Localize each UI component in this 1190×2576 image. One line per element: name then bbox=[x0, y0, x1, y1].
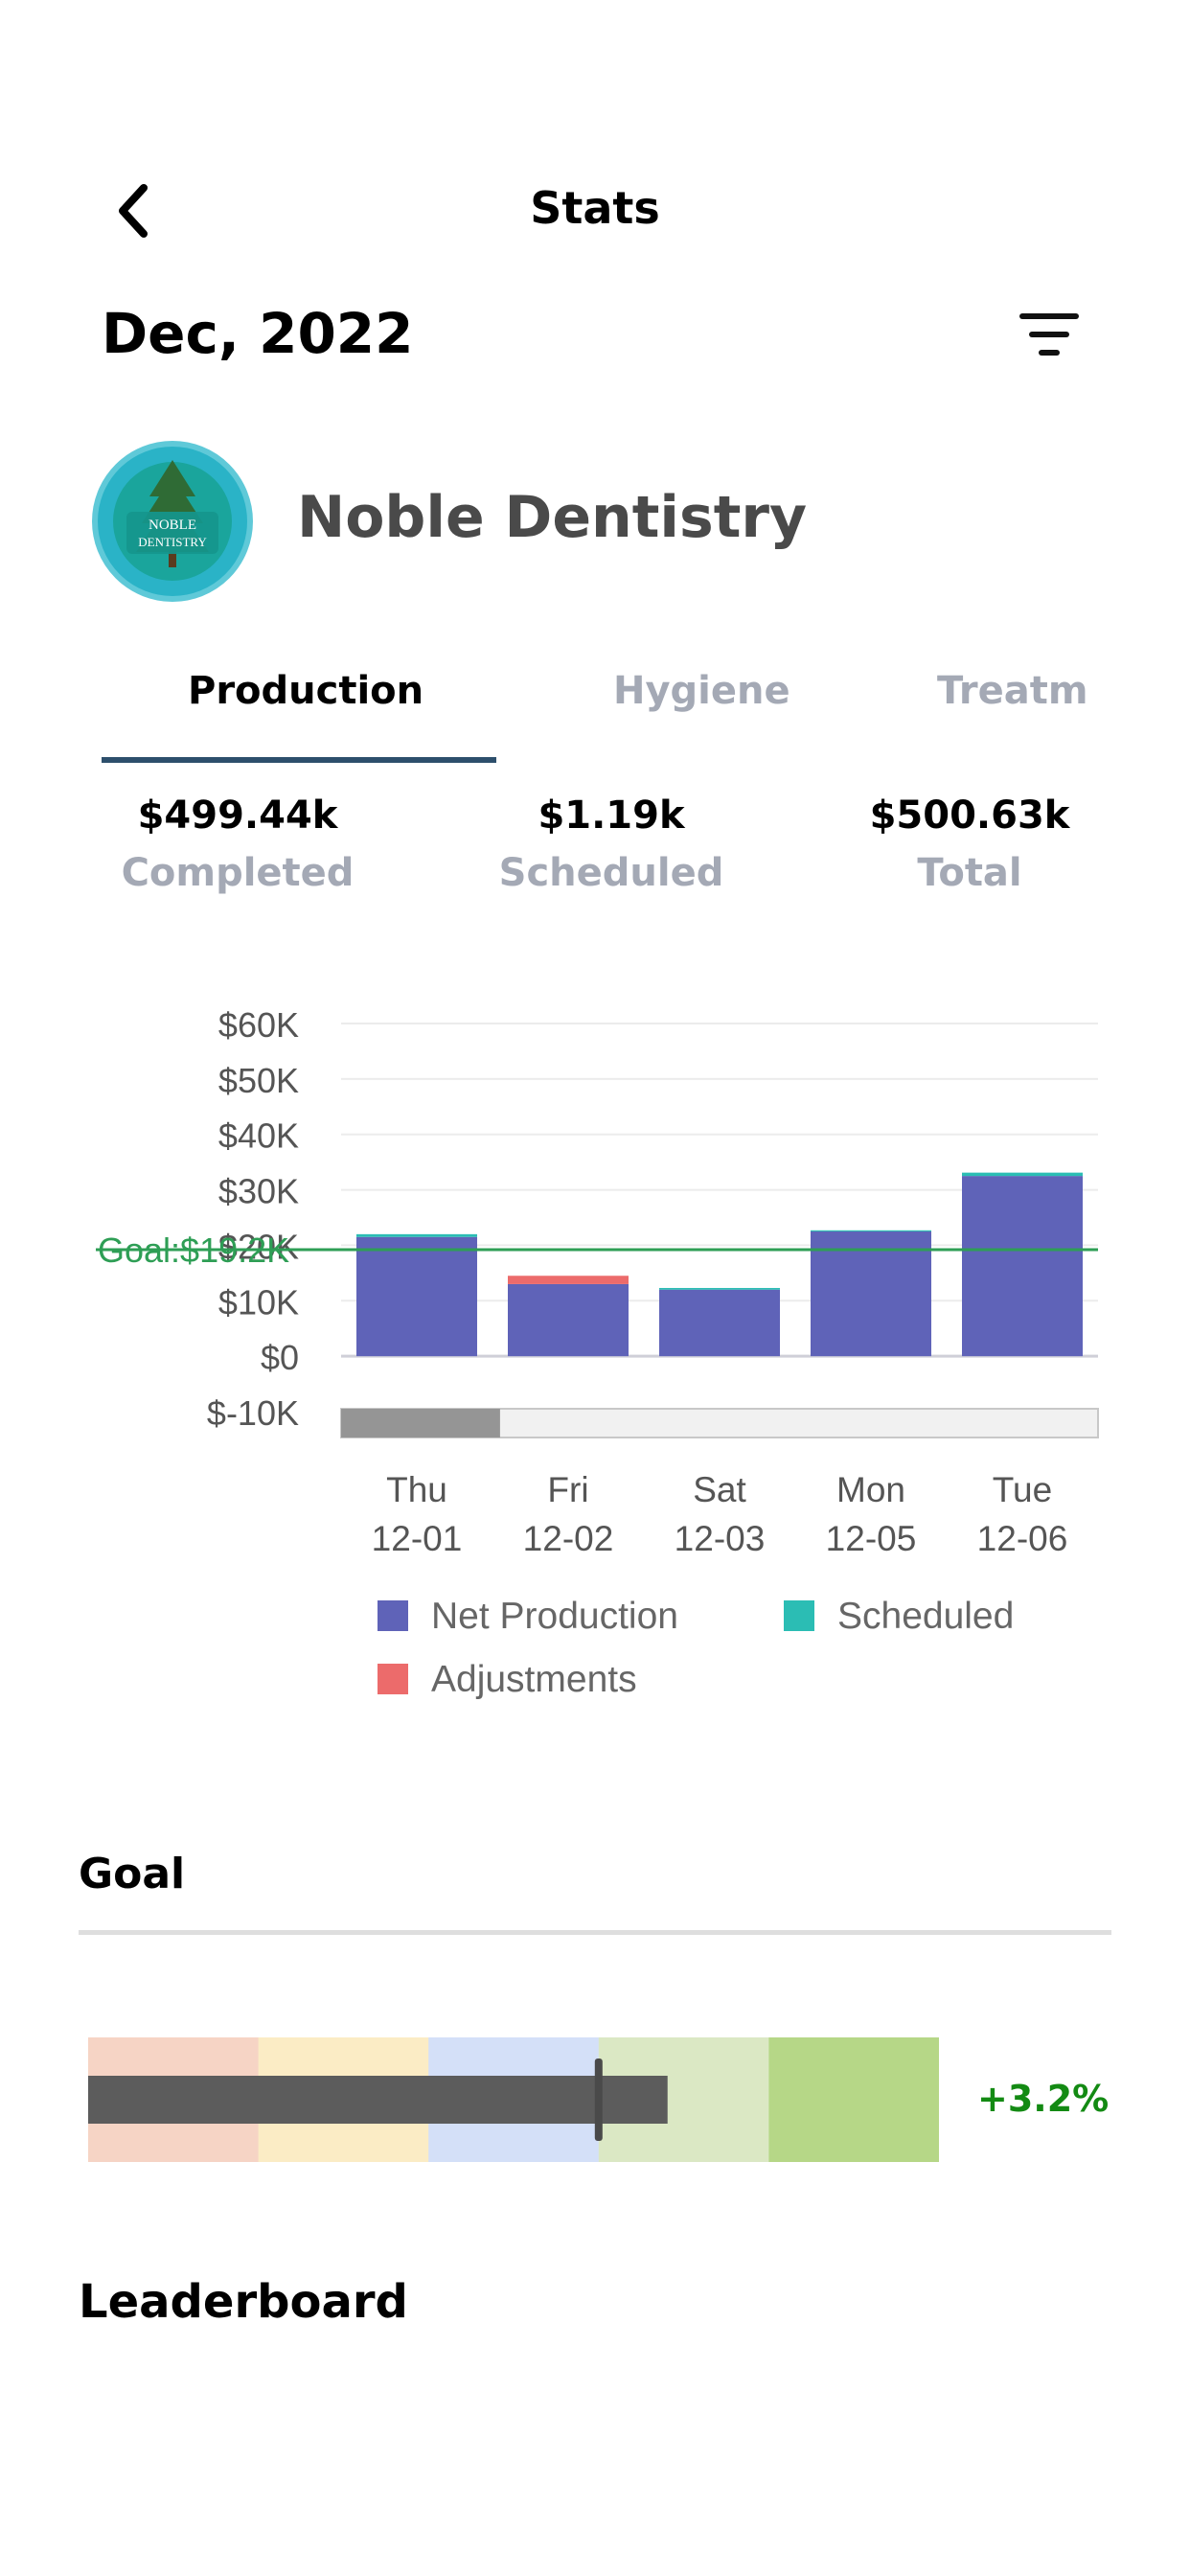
x-tick-label-day: Thu bbox=[386, 1470, 447, 1509]
leaderboard-heading: Leaderboard bbox=[79, 2275, 408, 2329]
goal-target-marker bbox=[594, 2058, 603, 2141]
chart-scrollbar-thumb bbox=[341, 1409, 500, 1438]
x-tick-label-day: Sat bbox=[693, 1470, 746, 1509]
y-tick-label: $-10K bbox=[207, 1393, 299, 1433]
y-tick-label: $30K bbox=[218, 1172, 299, 1211]
y-tick-label: $60K bbox=[218, 1005, 299, 1045]
page-title: Stats bbox=[530, 182, 660, 234]
bar-scheduled bbox=[659, 1287, 780, 1290]
goal-progress-bar bbox=[88, 2076, 668, 2124]
x-tick-label-date: 12-05 bbox=[826, 1519, 917, 1558]
x-tick-label-date: 12-06 bbox=[977, 1519, 1068, 1558]
filter-icon bbox=[1019, 313, 1079, 356]
tab-treatment[interactable]: Treatme bbox=[937, 669, 1088, 713]
practice-name: Noble Dentistry bbox=[297, 484, 808, 551]
bar-net-production bbox=[811, 1230, 931, 1357]
summary-value: $499.44k bbox=[137, 794, 338, 838]
active-tab-indicator bbox=[102, 757, 496, 763]
bar-scheduled bbox=[811, 1230, 931, 1231]
x-tick-label-date: 12-03 bbox=[675, 1519, 766, 1558]
legend-swatch bbox=[378, 1664, 408, 1694]
summary-value: $1.19k bbox=[538, 794, 685, 838]
legend-label: Adjustments bbox=[431, 1659, 637, 1700]
y-tick-label: $40K bbox=[218, 1116, 299, 1156]
practice-logo: NOBLE DENTISTRY bbox=[92, 441, 253, 602]
goal-heading: Goal bbox=[79, 1850, 186, 1898]
bar-adjustments bbox=[508, 1276, 629, 1284]
chevron-left-icon bbox=[119, 184, 148, 238]
month-selector[interactable]: Dec, 2022 bbox=[102, 301, 414, 366]
bar-scheduled bbox=[962, 1172, 1083, 1177]
svg-text:NOBLE: NOBLE bbox=[149, 518, 196, 533]
bar-net-production bbox=[659, 1289, 780, 1357]
filter-button[interactable] bbox=[1016, 305, 1083, 364]
x-tick-label-day: Tue bbox=[993, 1470, 1052, 1509]
summary-value: $500.63k bbox=[869, 794, 1070, 838]
tab-production[interactable]: Production bbox=[188, 669, 424, 713]
goal-bullet-chart bbox=[88, 2037, 940, 2162]
summary-label: Total bbox=[917, 851, 1022, 895]
goal-band bbox=[768, 2037, 940, 2162]
summary-scheduled: $1.19k Scheduled bbox=[420, 794, 803, 895]
legend-swatch bbox=[378, 1600, 408, 1631]
goal-divider bbox=[79, 1930, 1111, 1935]
y-tick-label: $10K bbox=[218, 1282, 299, 1322]
goal-percent: +3.2% bbox=[977, 2078, 1110, 2120]
y-tick-label: $0 bbox=[261, 1338, 299, 1377]
y-tick-label: $50K bbox=[218, 1061, 299, 1100]
legend-label: Net Production bbox=[431, 1596, 678, 1637]
production-chart-svg: $60K $50K $40K $30K $20K $10K $0 $-10K Thu 12-01 F… bbox=[96, 1005, 1099, 1700]
bar-net-production bbox=[962, 1176, 1083, 1357]
legend-swatch bbox=[784, 1600, 814, 1631]
summary-label: Scheduled bbox=[498, 851, 724, 895]
x-tick-label-day: Fri bbox=[547, 1470, 588, 1509]
summary-completed: $499.44k Completed bbox=[46, 794, 429, 895]
goal-line-label: Goal:$19.2K bbox=[98, 1230, 289, 1270]
production-chart: $60K $50K $40K $30K $20K $10K $0 $-10K Thu 12-01 F… bbox=[0, 968, 1190, 1754]
svg-text:DENTISTRY: DENTISTRY bbox=[138, 535, 207, 549]
y-tick-label: $20K bbox=[218, 1227, 299, 1266]
summary-label: Completed bbox=[121, 851, 355, 895]
summary-total: $500.63k Total bbox=[778, 794, 1161, 895]
bar-scheduled bbox=[356, 1233, 477, 1237]
tab-bar: Production Hygiene Treatme bbox=[102, 661, 1088, 767]
bar-net-production bbox=[356, 1236, 477, 1357]
bar-net-production bbox=[508, 1283, 629, 1357]
back-button[interactable] bbox=[105, 177, 163, 244]
legend-label: Scheduled bbox=[837, 1596, 1014, 1637]
tab-hygiene[interactable]: Hygiene bbox=[613, 669, 790, 713]
goal-bullet-svg bbox=[88, 2037, 940, 2162]
x-tick-label-date: 12-02 bbox=[523, 1519, 614, 1558]
x-tick-label-date: 12-01 bbox=[372, 1519, 463, 1558]
x-tick-label-day: Mon bbox=[836, 1470, 905, 1509]
